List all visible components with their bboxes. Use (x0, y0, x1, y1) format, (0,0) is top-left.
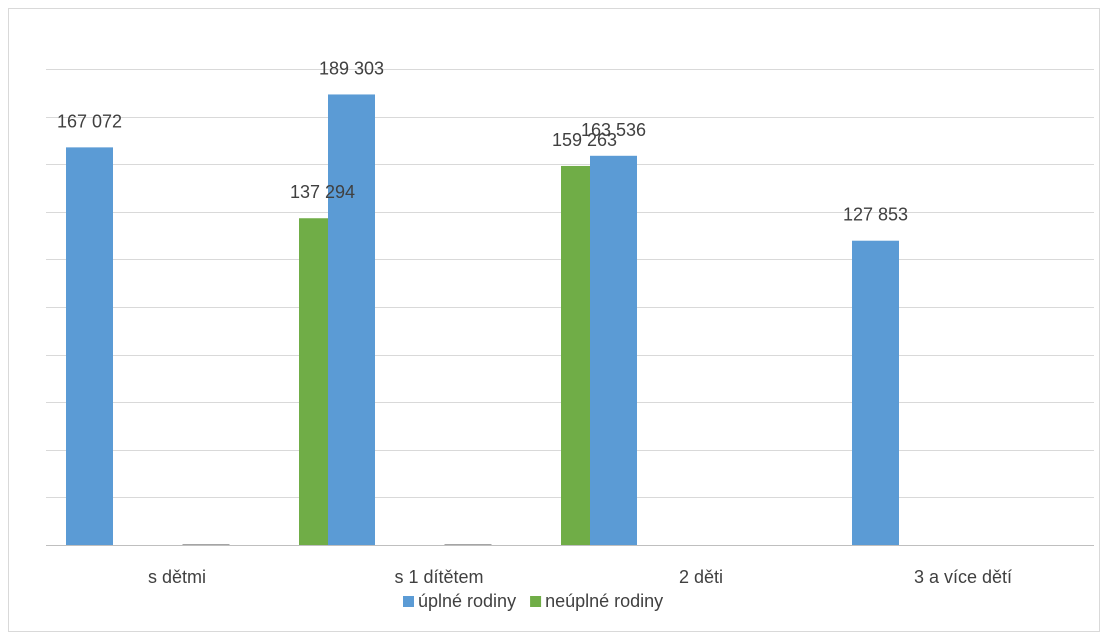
legend-label: neúplné rodiny (545, 591, 663, 611)
legend-item-neuplne-rodiny: neúplné rodiny (530, 591, 663, 611)
data-label: 159 263 (552, 130, 617, 150)
data-label: 137 294 (290, 182, 355, 202)
legend-swatch (530, 596, 542, 607)
category-label: s dětmi (148, 567, 206, 587)
legend-swatch (403, 596, 414, 607)
bar-series-2-s-1-ditetem (444, 544, 492, 545)
bar-uplne-rodiny-2-deti (590, 155, 637, 546)
data-label: 167 072 (57, 111, 122, 131)
bar-series-2-s-detmi (182, 544, 230, 545)
legend: úplné rodiny neúplné rodiny (403, 591, 663, 611)
chart-frame: 167 072 137 294 189 303 159 263 163 536 127 8… (8, 8, 1100, 632)
bar-uplne-rodiny-3-a-vice-deti (852, 240, 899, 546)
category-label: 2 děti (679, 567, 723, 587)
data-label: 163 536 (581, 120, 646, 140)
data-label: 127 853 (843, 205, 908, 225)
x-axis: s dětmi s 1 dítětem 2 děti 3 a více dětí (148, 567, 1012, 587)
bar-uplne-rodiny-s-1-ditetem (328, 94, 375, 545)
category-label: 3 a více dětí (914, 567, 1012, 587)
data-label: 189 303 (319, 58, 384, 78)
bar-uplne-rodiny-s-detmi (66, 147, 113, 545)
legend-label: úplné rodiny (418, 591, 516, 611)
bars (66, 94, 899, 546)
category-label: s 1 dítětem (394, 567, 483, 587)
legend-item-uplne-rodiny: úplné rodiny (403, 591, 516, 611)
